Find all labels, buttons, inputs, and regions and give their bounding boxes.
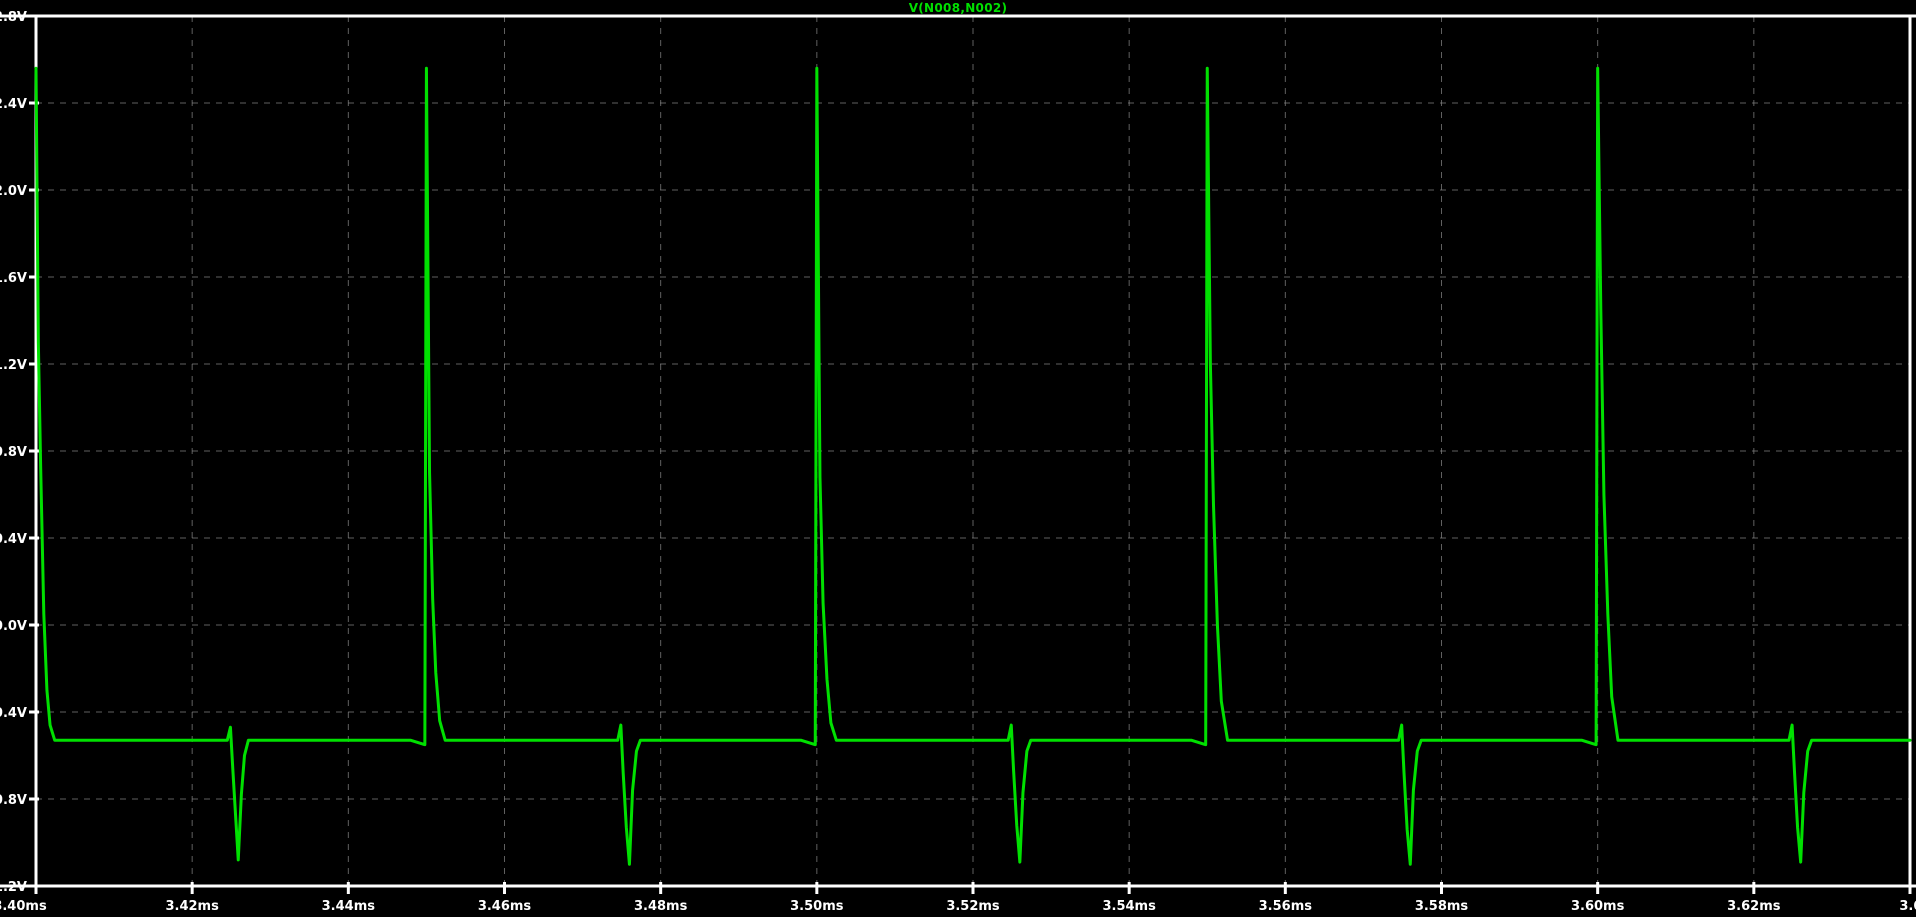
x-tick-label: 3.48ms	[634, 899, 688, 914]
y-tick-label: 0.8V	[0, 445, 27, 460]
y-tick-label: -0.8V	[0, 793, 27, 808]
y-tick-label: 2.0V	[0, 184, 27, 199]
x-tick-label: 3.60ms	[1571, 899, 1625, 914]
x-tick-label: 3.40ms	[0, 899, 47, 914]
plot-frame	[0, 14, 1916, 888]
trace-legend-bar: V(N008,N002)	[0, 0, 1916, 16]
x-tick-label: 3.58ms	[1415, 899, 1469, 914]
x-axis-tick-labels: 3.40ms 3.42ms 3.44ms 3.46ms 3.48ms 3.50ms 3.52…	[0, 899, 1916, 914]
x-tick-label: 3.56ms	[1259, 899, 1313, 914]
y-tick-label: 2.4V	[0, 97, 27, 112]
x-tick-label: 3.64ms	[1899, 899, 1916, 914]
y-tick-label: 1.2V	[0, 358, 27, 373]
x-tick-label: 3.62ms	[1727, 899, 1781, 914]
waveform-trace-v-n008-n002[interactable]	[34, 66, 1912, 866]
x-tick-label: 3.50ms	[790, 899, 844, 914]
y-tick-label: 1.6V	[0, 271, 27, 286]
waveform-trace-group[interactable]	[34, 66, 1912, 866]
x-tick-label: 3.42ms	[165, 899, 219, 914]
y-tick-label: 0.4V	[0, 532, 27, 547]
x-tick-label: 3.46ms	[478, 899, 532, 914]
y-tick-label: -1.2V	[0, 880, 27, 895]
y-tick-label: 0.0V	[0, 619, 27, 634]
y-tick-label: -0.4V	[0, 706, 27, 721]
x-tick-label: 3.44ms	[322, 899, 376, 914]
x-tick-label: 3.54ms	[1102, 899, 1156, 914]
grid-lines	[36, 16, 1910, 886]
axis-ticks	[29, 14, 1912, 894]
y-tick-label: 2.8V	[0, 10, 27, 25]
y-axis-tick-labels: 2.8V 2.4V 2.0V 1.6V 1.2V 0.8V 0.4V 0.0V -0.4V -0.…	[0, 10, 27, 895]
x-tick-label: 3.52ms	[946, 899, 1000, 914]
trace-title-label[interactable]: V(N008,N002)	[908, 1, 1008, 15]
